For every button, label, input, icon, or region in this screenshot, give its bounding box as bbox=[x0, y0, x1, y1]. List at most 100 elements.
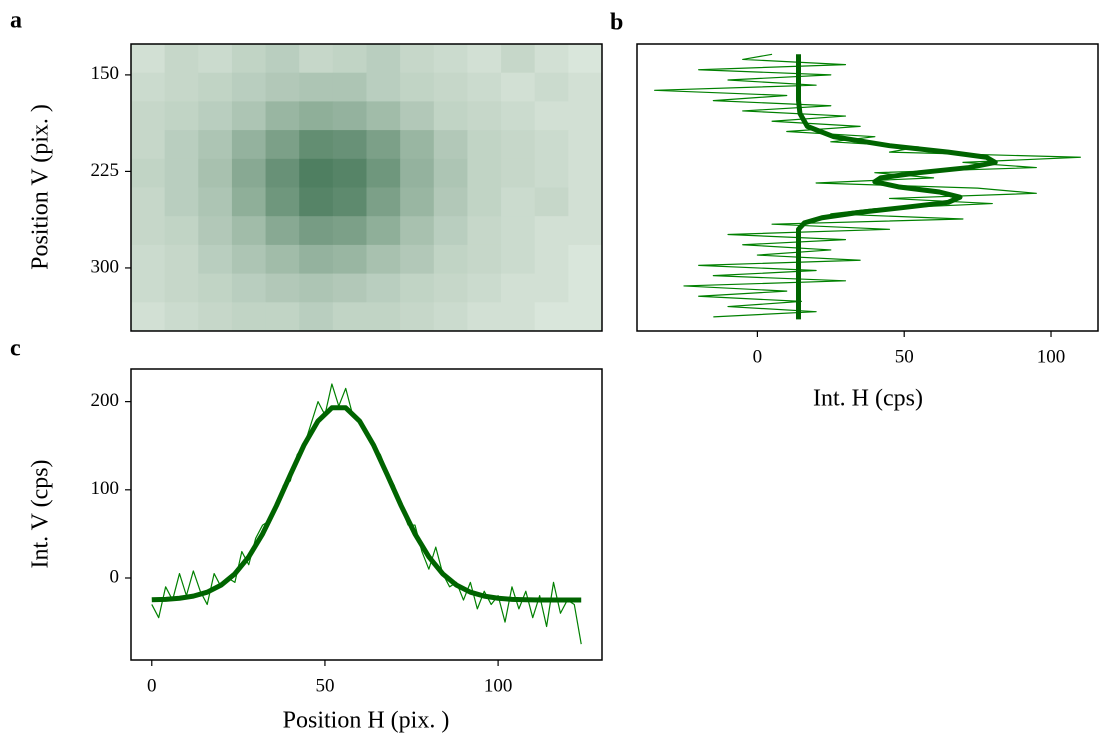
heatmap-cell bbox=[131, 302, 166, 331]
heatmap-cell bbox=[568, 244, 602, 275]
heatmap-cell bbox=[299, 187, 334, 217]
heatmap-cell bbox=[366, 187, 401, 217]
heatmap-cell bbox=[501, 244, 536, 275]
y-tick-label: 225 bbox=[91, 160, 120, 181]
y-tick-label: 0 bbox=[110, 566, 120, 587]
heatmap-cell bbox=[467, 302, 502, 331]
heatmap-cell bbox=[332, 101, 367, 131]
heatmap-cell bbox=[164, 72, 199, 102]
heatmap-cell bbox=[198, 72, 233, 102]
data-line bbox=[151, 405, 582, 603]
heatmap-cell bbox=[164, 216, 199, 246]
heatmap-cell bbox=[231, 187, 267, 217]
panel-label: c bbox=[10, 336, 21, 362]
heatmap-cell bbox=[433, 244, 468, 275]
heatmap-cell bbox=[231, 130, 267, 160]
heatmap-cell bbox=[400, 302, 435, 331]
y-tick-label: 300 bbox=[91, 256, 120, 277]
plot-area bbox=[151, 383, 582, 645]
heatmap-cell bbox=[433, 273, 468, 303]
heatmap-cell bbox=[332, 273, 367, 303]
heatmap-cell bbox=[265, 101, 300, 131]
plot-area bbox=[654, 53, 1081, 320]
heatmap-cell bbox=[501, 302, 536, 331]
heatmap-cell bbox=[265, 44, 300, 74]
heatmap-cell bbox=[366, 273, 401, 303]
heatmap-cell bbox=[501, 130, 536, 160]
heatmap-cell bbox=[501, 187, 536, 217]
heatmap-cell bbox=[131, 273, 166, 303]
heatmap-cell bbox=[467, 273, 502, 303]
heatmap-cell bbox=[433, 44, 468, 74]
heatmap-cell bbox=[467, 216, 502, 246]
heatmap-cell bbox=[501, 44, 536, 74]
heatmap-cell bbox=[299, 72, 334, 102]
heatmap-cell bbox=[534, 72, 569, 102]
heatmap-cell bbox=[366, 44, 401, 74]
heatmap-cell bbox=[501, 216, 536, 246]
heatmap-cell bbox=[299, 158, 334, 188]
heatmap-cell bbox=[131, 44, 166, 74]
x-tick-label: 50 bbox=[895, 346, 914, 367]
heatmap-cell bbox=[164, 130, 199, 160]
y-tick-label: 200 bbox=[91, 390, 120, 411]
heatmap-cell bbox=[534, 158, 569, 188]
heatmap-cell bbox=[299, 44, 334, 74]
heatmap-cell bbox=[231, 216, 267, 246]
heatmap-cell bbox=[299, 273, 334, 303]
heatmap-cell bbox=[433, 158, 468, 188]
heatmap-cell bbox=[467, 130, 502, 160]
heatmap-cell bbox=[366, 216, 401, 246]
heatmap-cell bbox=[467, 244, 502, 275]
heatmap-cell bbox=[332, 158, 367, 188]
heatmap-cell bbox=[198, 302, 233, 331]
heatmap-cell bbox=[164, 244, 199, 275]
heatmap-cell bbox=[534, 44, 569, 74]
heatmap-cell bbox=[501, 72, 536, 102]
heatmap-cell bbox=[332, 187, 367, 217]
heatmap-cell bbox=[433, 216, 468, 246]
heatmap-cell bbox=[568, 187, 602, 217]
heatmap-cell bbox=[568, 158, 602, 188]
heatmap-cell bbox=[501, 101, 536, 131]
heatmap-cell bbox=[231, 273, 267, 303]
data-line bbox=[654, 53, 1081, 318]
heatmap-cell bbox=[198, 273, 233, 303]
heatmap-cell bbox=[568, 101, 602, 131]
x-tick-label: 100 bbox=[484, 675, 513, 696]
heatmap-cell bbox=[534, 101, 569, 131]
panel-label: b bbox=[610, 10, 623, 36]
heatmap-cell bbox=[366, 130, 401, 160]
heatmap-cell bbox=[366, 244, 401, 275]
heatmap-cell bbox=[534, 130, 569, 160]
heatmap-cell bbox=[400, 130, 435, 160]
heatmap-cell bbox=[231, 302, 267, 331]
heatmap-cell bbox=[568, 72, 602, 102]
heatmap-cell bbox=[131, 130, 166, 160]
axes-frame bbox=[636, 43, 1099, 332]
heatmap-cell bbox=[198, 187, 233, 217]
heatmap-cell bbox=[366, 72, 401, 102]
heatmap-cell bbox=[164, 44, 199, 74]
heatmap-cell bbox=[164, 302, 199, 331]
heatmap-cell bbox=[568, 44, 602, 74]
heatmap-cell bbox=[265, 273, 300, 303]
data-line bbox=[795, 54, 998, 320]
x-tick-label: 0 bbox=[753, 346, 763, 367]
heatmap-cell bbox=[467, 187, 502, 217]
heatmap-cell bbox=[299, 216, 334, 246]
heatmap-cell bbox=[501, 273, 536, 303]
heatmap-cell bbox=[467, 44, 502, 74]
heatmap-cell bbox=[231, 72, 267, 102]
heatmap-cell bbox=[265, 302, 300, 331]
heatmap-cell bbox=[400, 44, 435, 74]
data-line bbox=[151, 383, 582, 645]
heatmap-cell bbox=[366, 101, 401, 131]
heatmap-cell bbox=[131, 216, 166, 246]
x-tick-label: 100 bbox=[1037, 346, 1066, 367]
heatmap-cell bbox=[400, 158, 435, 188]
heatmap-cell bbox=[467, 101, 502, 131]
heatmap-cell bbox=[198, 44, 233, 74]
y-axis-label: Int. V (cps) bbox=[28, 459, 54, 568]
heatmap-cell bbox=[400, 187, 435, 217]
